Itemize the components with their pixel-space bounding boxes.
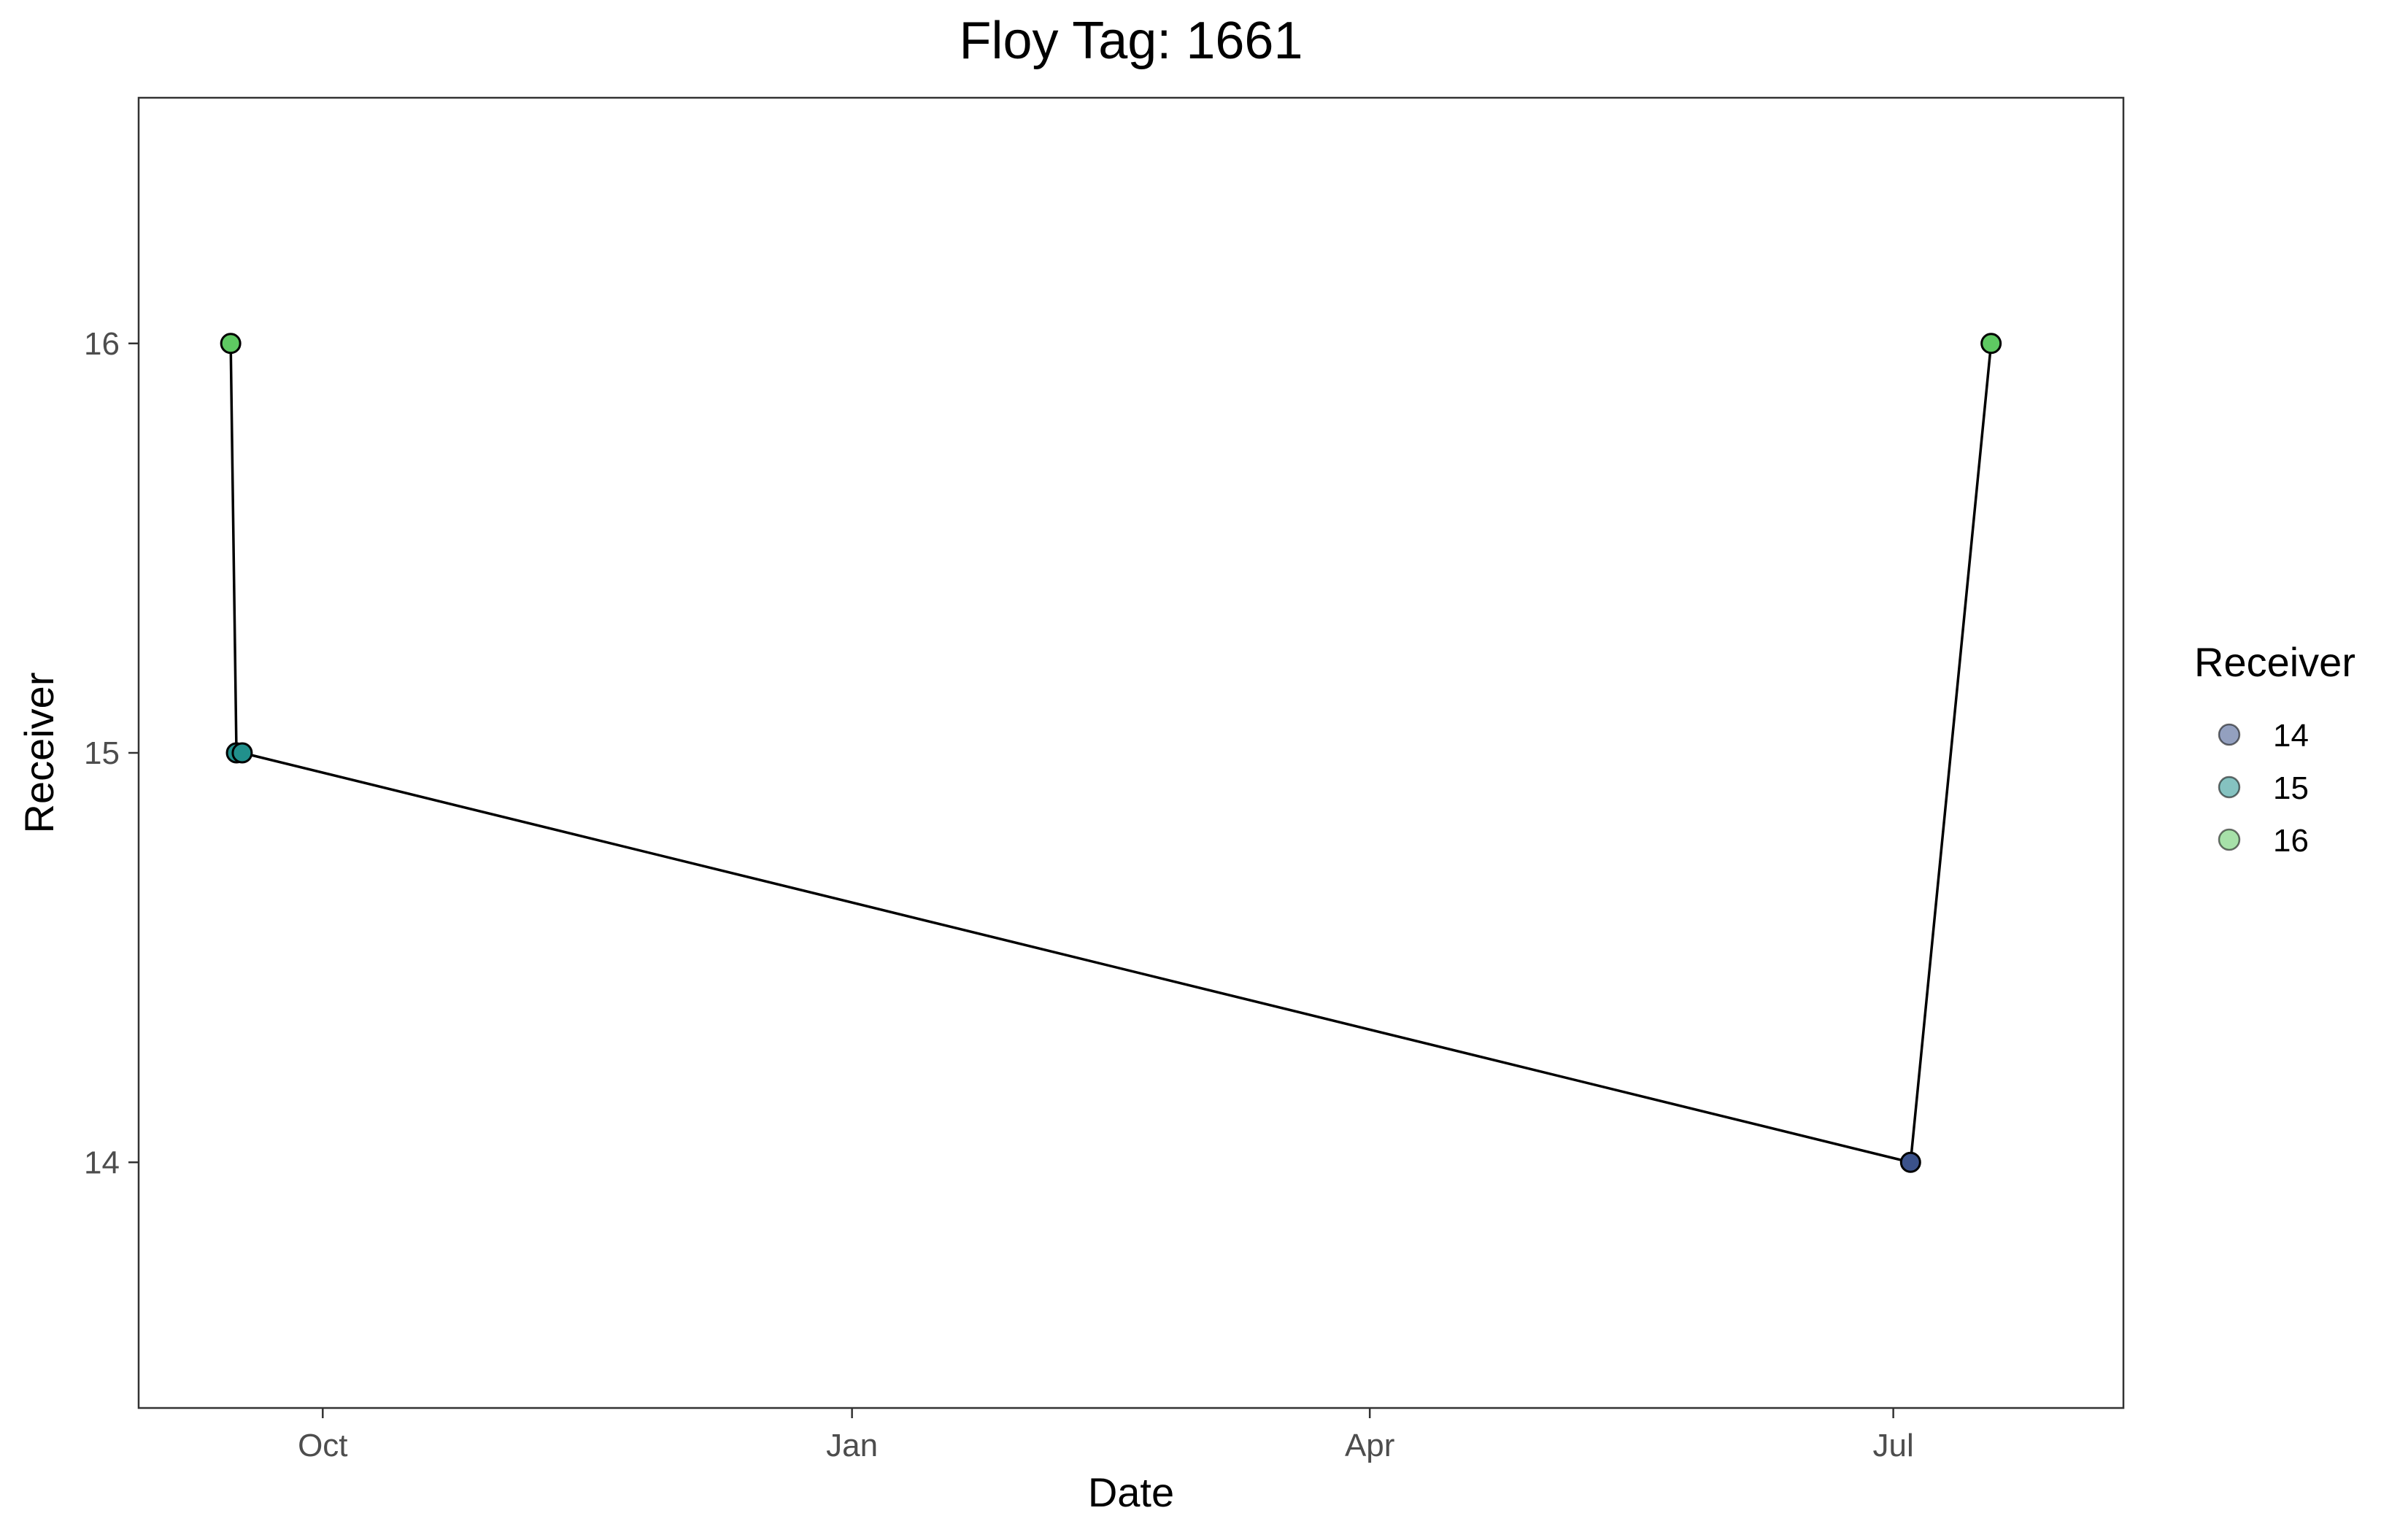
- x-tick-label: Apr: [1345, 1428, 1394, 1463]
- data-point: [1980, 333, 2002, 355]
- x-tick-label: Jan: [826, 1428, 878, 1463]
- legend-key: [2218, 723, 2241, 746]
- y-tick-label: 16: [84, 326, 120, 362]
- data-point: [220, 333, 242, 355]
- data-point: [231, 742, 253, 764]
- y-axis: 14 15 16: [84, 326, 139, 1180]
- data-point: [1899, 1151, 1921, 1173]
- x-tick-label: Oct: [298, 1428, 347, 1463]
- legend: Receiver 14 15 16: [2194, 639, 2355, 859]
- series-layer: [220, 333, 2002, 1173]
- legend-label: 16: [2273, 823, 2309, 859]
- legend-title: Receiver: [2194, 639, 2355, 685]
- legend-label: 15: [2273, 770, 2309, 806]
- x-axis-label: Date: [1088, 1469, 1174, 1515]
- y-tick-label: 15: [84, 735, 120, 771]
- x-axis: Oct Jan Apr Jul: [298, 1408, 1914, 1463]
- plot-panel: [137, 96, 2125, 1409]
- legend-label: 14: [2273, 718, 2309, 754]
- legend-key: [2218, 775, 2241, 799]
- y-tick-label: 14: [84, 1145, 120, 1180]
- x-tick-label: Jul: [1873, 1428, 1914, 1463]
- chart-title: Floy Tag: 1661: [960, 12, 1303, 70]
- legend-key: [2218, 828, 2241, 851]
- y-axis-label: Receiver: [16, 673, 62, 834]
